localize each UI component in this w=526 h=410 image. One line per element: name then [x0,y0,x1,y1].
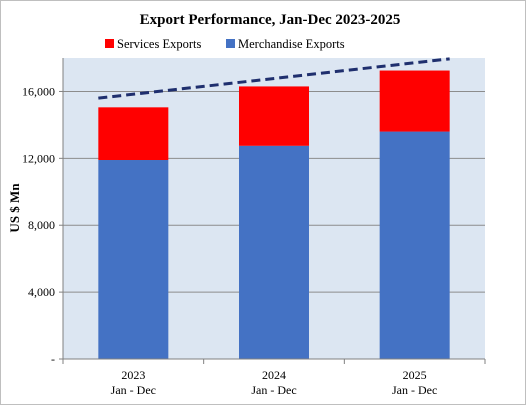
bar-services-2025 [379,70,450,132]
x-label-period-2023: Jan - Dec [111,383,156,397]
bar-services-2024 [239,86,309,146]
y-tick-label-2: 8,000 [28,218,55,232]
legend-swatch-merchandise [226,39,235,48]
bar-merchandise-2024 [239,145,309,359]
y-axis-title: US $ Mn [7,183,22,233]
y-tick-label-4: 16,000 [22,84,55,98]
bars [98,70,450,359]
bar-merchandise-2025 [379,131,450,359]
y-tick-labels: - 4,000 8,000 12,000 16,000 [22,84,55,366]
y-tick-label-0: - [51,352,55,366]
x-label-year-2024: 2024 [262,368,286,382]
trendline-group [98,57,450,100]
legend-label-services: Services Exports [117,37,201,51]
x-label-period-2025: Jan - Dec [392,383,437,397]
chart-title: Export Performance, Jan-Dec 2023-2025 [140,12,401,28]
legend-swatch-services [105,39,114,48]
x-label-period-2024: Jan - Dec [251,383,296,397]
axes [62,58,486,364]
legend: Services Exports Merchandise Exports [105,37,345,51]
trendline [98,57,450,100]
y-tick-label-1: 4,000 [28,285,55,299]
x-label-year-2025: 2025 [403,368,427,382]
bar-services-2023 [98,107,169,161]
y-tick-label-3: 12,000 [22,151,55,165]
legend-label-merchandise: Merchandise Exports [238,37,345,51]
bar-merchandise-2023 [98,160,169,359]
x-label-year-2023: 2023 [121,368,145,382]
